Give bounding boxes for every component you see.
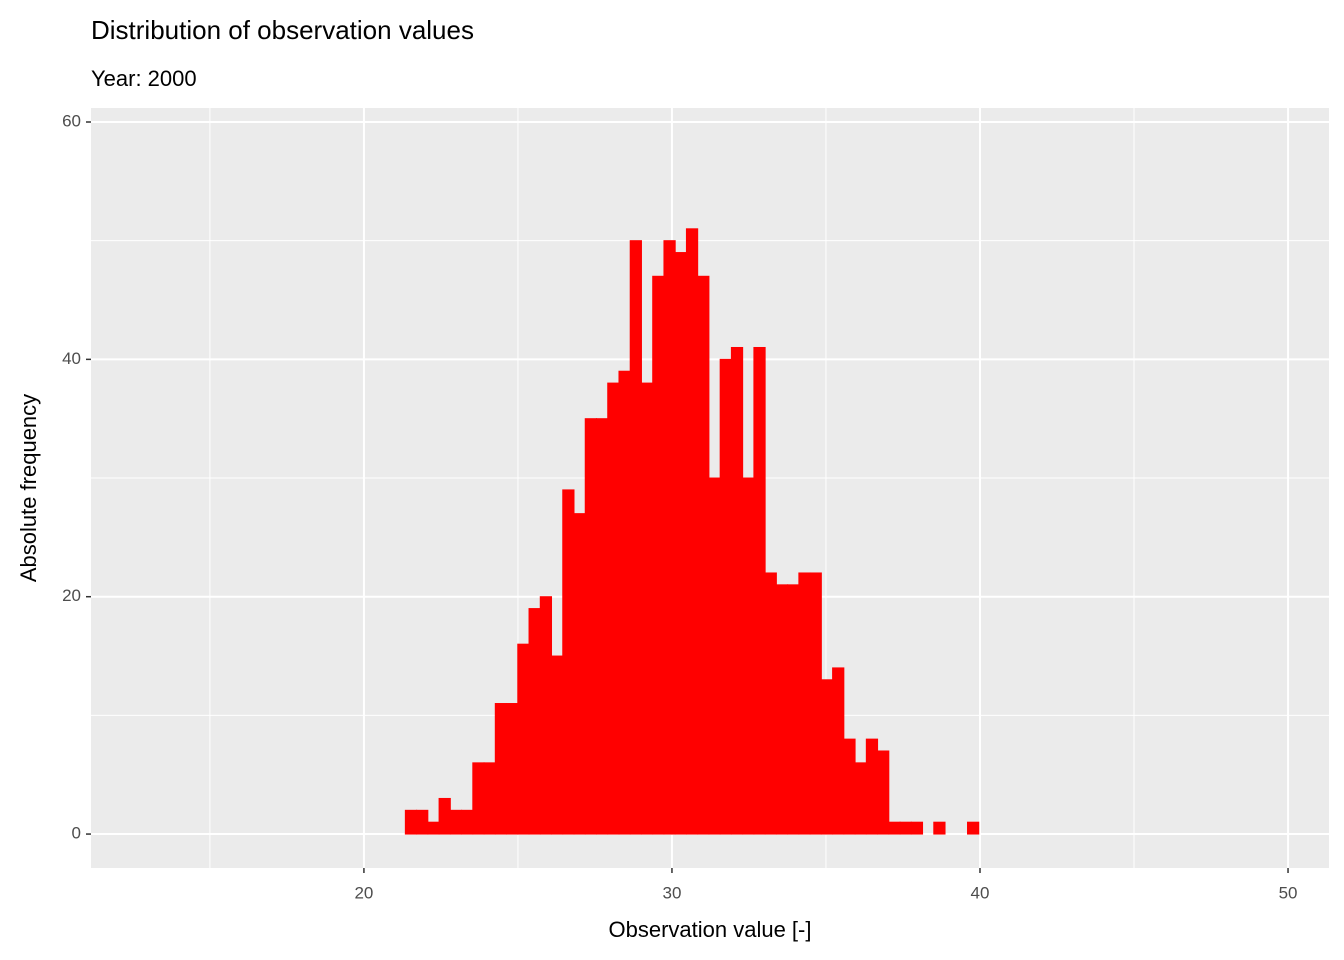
histogram-bar bbox=[809, 572, 822, 835]
histogram-bar bbox=[877, 750, 890, 835]
histogram-bar bbox=[697, 275, 710, 835]
histogram-bar bbox=[674, 252, 687, 835]
histogram-bar bbox=[742, 477, 755, 835]
y-tick-label: 0 bbox=[72, 824, 81, 843]
histogram-bar bbox=[595, 418, 609, 835]
x-axis-title: Observation value [-] bbox=[609, 917, 812, 942]
histogram-bar bbox=[854, 762, 867, 835]
histogram-bar bbox=[708, 477, 721, 835]
histogram-bar bbox=[539, 596, 553, 835]
histogram-bar bbox=[562, 489, 575, 835]
histogram-bar bbox=[787, 584, 800, 835]
histogram-bar bbox=[472, 762, 485, 835]
x-tick-label: 50 bbox=[1279, 883, 1298, 902]
y-tick-label: 60 bbox=[62, 111, 81, 130]
histogram-bar bbox=[832, 667, 845, 835]
histogram-bar bbox=[528, 608, 541, 835]
y-tick-label: 20 bbox=[62, 586, 81, 605]
histogram-bar bbox=[820, 679, 834, 835]
y-axis-title: Absolute frequency bbox=[16, 394, 41, 582]
histogram-bar bbox=[551, 655, 564, 835]
histogram-bar bbox=[764, 572, 777, 835]
histogram-bar bbox=[584, 418, 597, 835]
histogram-bar bbox=[573, 513, 586, 835]
y-tick-label: 40 bbox=[62, 349, 81, 368]
histogram-bar bbox=[843, 738, 856, 835]
histogram-bar bbox=[517, 643, 530, 835]
histogram-bar bbox=[865, 738, 879, 835]
histogram-bar bbox=[719, 358, 732, 835]
histogram-bar bbox=[652, 275, 665, 835]
histogram-bar bbox=[888, 821, 901, 835]
x-tick-label: 30 bbox=[662, 883, 681, 902]
histogram-bar bbox=[663, 240, 676, 835]
chart-subtitle: Year: 2000 bbox=[91, 66, 197, 91]
histogram-bar bbox=[730, 346, 744, 835]
histogram-bar bbox=[933, 821, 946, 835]
histogram-bar bbox=[427, 821, 440, 835]
histogram-bar bbox=[685, 228, 699, 835]
x-tick-label: 20 bbox=[354, 883, 373, 902]
histogram-bar bbox=[449, 809, 463, 835]
histogram-bar bbox=[629, 240, 642, 835]
x-tick-label: 40 bbox=[971, 883, 990, 902]
histogram-bar bbox=[618, 370, 631, 835]
histogram-bar bbox=[775, 584, 789, 835]
histogram-bar bbox=[607, 382, 620, 835]
histogram-bar bbox=[483, 762, 496, 835]
histogram-bar bbox=[910, 821, 924, 835]
histogram-bar bbox=[753, 346, 766, 835]
histogram-bar bbox=[640, 382, 654, 835]
histogram-bar bbox=[404, 809, 418, 835]
histogram-bar bbox=[494, 703, 508, 835]
histogram-bar bbox=[416, 809, 429, 835]
histogram-bar bbox=[506, 703, 519, 835]
histogram-bar bbox=[798, 572, 811, 835]
histogram-bar bbox=[967, 821, 980, 835]
chart-title: Distribution of observation values bbox=[91, 15, 474, 45]
histogram-bar bbox=[899, 821, 912, 835]
histogram-bar bbox=[461, 809, 474, 835]
histogram-bar bbox=[438, 797, 451, 835]
